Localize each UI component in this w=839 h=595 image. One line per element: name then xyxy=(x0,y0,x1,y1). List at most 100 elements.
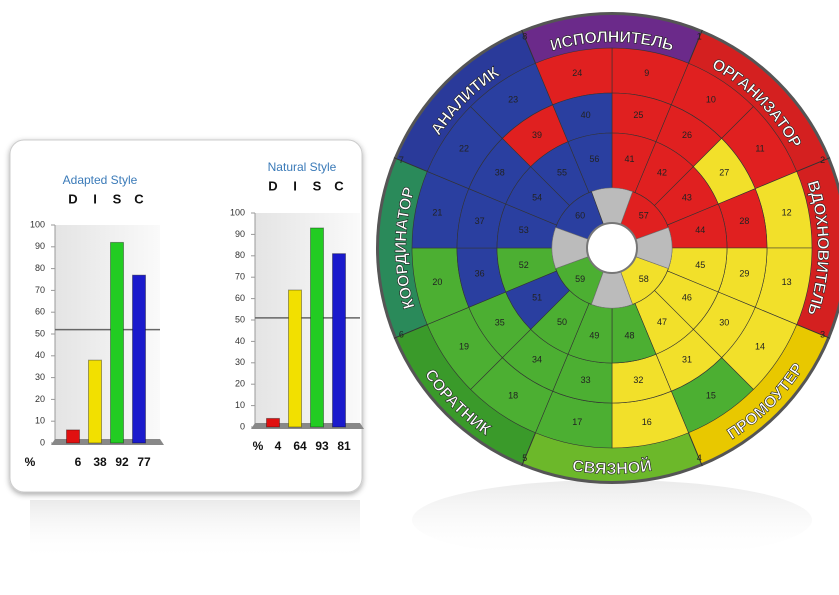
x-axis-label: % xyxy=(253,439,264,453)
y-tick-label: 20 xyxy=(235,379,245,389)
band-divider xyxy=(393,157,428,172)
wheel: 9101112131415161718192021222324252627282… xyxy=(376,12,839,484)
y-tick-label: 80 xyxy=(235,250,245,260)
y-tick-label: 70 xyxy=(235,272,245,282)
label-band xyxy=(688,324,828,464)
cell-number: 45 xyxy=(695,260,705,270)
cell-number: 14 xyxy=(755,341,765,351)
category-label: I xyxy=(293,178,297,193)
y-tick-label: 100 xyxy=(230,207,245,217)
cell-number: 46 xyxy=(682,292,692,302)
cell-number: 49 xyxy=(589,331,599,341)
wheel-reflection xyxy=(412,480,812,560)
y-tick-label: 50 xyxy=(235,314,245,324)
cell-number: 21 xyxy=(432,208,442,218)
y-tick-label: 80 xyxy=(35,263,45,273)
y-tick-label: 60 xyxy=(235,293,245,303)
y-tick-label: 90 xyxy=(35,241,45,251)
cell-number: 34 xyxy=(532,355,542,365)
cell-number: 39 xyxy=(532,130,542,140)
cell-number: 30 xyxy=(719,317,729,327)
center-hole xyxy=(586,222,638,274)
cell-number: 60 xyxy=(575,211,585,221)
cell-number: 57 xyxy=(639,211,649,221)
cell-number: 48 xyxy=(625,331,635,341)
x-axis-label: % xyxy=(25,455,36,469)
y-tick-label: 40 xyxy=(235,336,245,346)
boundary-number: 4 xyxy=(697,453,702,463)
cell-number: 33 xyxy=(581,375,591,385)
label-band xyxy=(522,14,702,64)
bar xyxy=(132,274,146,444)
y-tick-label: 40 xyxy=(35,350,45,360)
band-divider xyxy=(521,29,536,64)
category-label: S xyxy=(313,178,322,193)
y-tick-label: 0 xyxy=(40,437,45,447)
bar xyxy=(110,241,124,444)
label-band xyxy=(522,432,702,481)
value-label: 77 xyxy=(137,455,151,469)
band-divider xyxy=(796,157,831,172)
cell-number: 58 xyxy=(639,274,649,284)
cell-number: 24 xyxy=(572,68,582,78)
cell-number: 44 xyxy=(695,225,705,235)
cell-number: 9 xyxy=(644,68,649,78)
cell-number: 27 xyxy=(719,167,729,177)
category-label: D xyxy=(68,191,77,206)
cell-number: 20 xyxy=(432,277,442,287)
bar xyxy=(66,429,80,444)
boundary-number: 1 xyxy=(697,32,702,42)
cell-number: 31 xyxy=(682,355,692,365)
cell-number: 40 xyxy=(581,110,591,120)
cell-number: 28 xyxy=(739,216,749,226)
cell-number: 43 xyxy=(682,192,692,202)
label-band xyxy=(396,32,536,172)
boundary-number: 7 xyxy=(399,155,404,165)
cell-number: 54 xyxy=(532,192,542,202)
value-label: 81 xyxy=(337,439,351,453)
cell-number: 12 xyxy=(782,208,792,218)
y-tick-label: 0 xyxy=(240,421,245,431)
value-label: 64 xyxy=(293,439,307,453)
y-tick-label: 50 xyxy=(35,328,45,338)
cell-number: 42 xyxy=(657,168,667,178)
y-tick-label: 10 xyxy=(35,416,45,426)
category-label: S xyxy=(113,191,122,206)
band-divider xyxy=(521,432,536,467)
sector-label: СВЯЗНОЙ xyxy=(571,456,653,478)
cell-number: 32 xyxy=(633,375,643,385)
cell-number: 15 xyxy=(706,390,716,400)
value-label: 38 xyxy=(93,455,107,469)
charts: Adapted Style0102030405060708090100%D6I3… xyxy=(25,160,364,469)
boundary-number: 2 xyxy=(820,155,825,165)
value-label: 93 xyxy=(315,439,329,453)
bar xyxy=(310,227,324,428)
cell-number: 19 xyxy=(459,341,469,351)
y-tick-label: 30 xyxy=(35,372,45,382)
label-band xyxy=(688,32,828,172)
y-tick-label: 60 xyxy=(35,307,45,317)
band-divider xyxy=(393,324,428,339)
bar xyxy=(88,359,102,444)
cell-number: 51 xyxy=(532,292,542,302)
cell-number: 23 xyxy=(508,94,518,104)
bar-chart: Natural Style 0 10 20 30 40 50 60 70 80 90 100% D 4 I 6… xyxy=(230,160,364,453)
label-band xyxy=(396,324,536,464)
chart-title: Adapted Style xyxy=(63,173,138,187)
bar xyxy=(332,253,346,428)
y-tick-label: 30 xyxy=(235,357,245,367)
chart-title: Natural Style xyxy=(268,160,337,174)
y-tick-label: 20 xyxy=(35,394,45,404)
value-label: 4 xyxy=(275,439,282,453)
bar-chart: Adapted Style 0 10 20 30 40 50 60 70 80 90 100% D 6 I 3… xyxy=(25,173,164,469)
boundary-number: 6 xyxy=(399,330,404,340)
cell-number: 17 xyxy=(572,417,582,427)
label-band xyxy=(796,158,839,338)
cell-number: 36 xyxy=(475,269,485,279)
y-tick-label: 10 xyxy=(235,400,245,410)
band-divider xyxy=(688,29,703,64)
cell-number: 10 xyxy=(706,94,716,104)
band-divider xyxy=(688,432,703,467)
cell-number: 52 xyxy=(519,260,529,270)
